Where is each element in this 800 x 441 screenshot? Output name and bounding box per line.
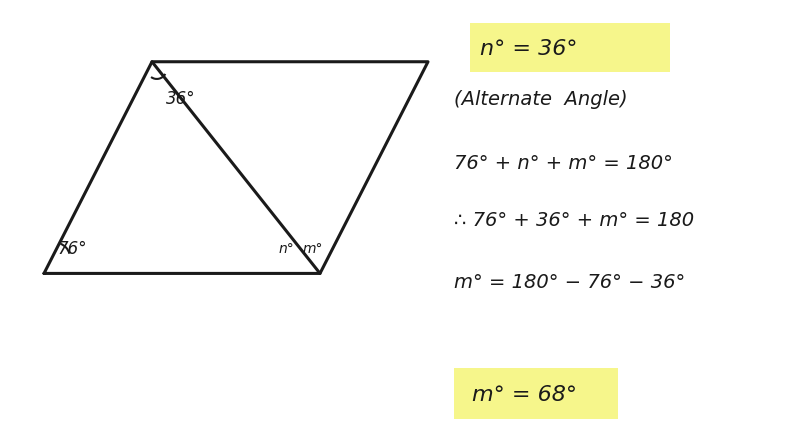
Text: n°: n° — [278, 242, 294, 256]
Text: m° = 68°: m° = 68° — [472, 385, 577, 405]
Text: m° = 180° − 76° − 36°: m° = 180° − 76° − 36° — [454, 273, 686, 292]
Text: 76°: 76° — [58, 240, 87, 258]
Text: n° = 36°: n° = 36° — [480, 38, 578, 59]
Text: (Alternate  Angle): (Alternate Angle) — [454, 90, 628, 109]
FancyBboxPatch shape — [470, 23, 670, 72]
Text: 76° + n° + m° = 180°: 76° + n° + m° = 180° — [454, 153, 674, 173]
FancyBboxPatch shape — [454, 368, 618, 419]
Text: 36°: 36° — [166, 90, 196, 108]
Text: ∴ 76° + 36° + m° = 180: ∴ 76° + 36° + m° = 180 — [454, 211, 694, 230]
Text: m°: m° — [302, 242, 323, 256]
